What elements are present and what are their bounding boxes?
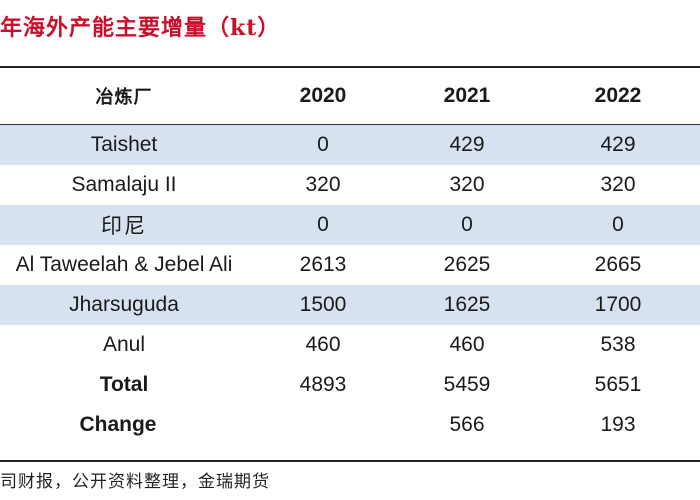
bottom-rule	[0, 460, 700, 462]
table-row: Taishet 0 429 429	[0, 124, 700, 165]
header-smelter: 冶炼厂	[0, 68, 248, 125]
cell-2022: 193	[600, 412, 636, 436]
cell-2020: 320	[305, 172, 341, 196]
row-label: 印尼	[0, 204, 248, 245]
table-row: Jharsuguda 1500 1625 1700	[0, 284, 700, 325]
cell-2020: 460	[305, 332, 341, 356]
cell-2022: 538	[600, 332, 636, 356]
table-row: Anul 460 460 538	[0, 325, 700, 365]
cell-2021: 460	[449, 332, 485, 356]
cell-2020: 1500	[248, 284, 398, 325]
source-note: 司财报，公开资料整理，金瑞期货	[0, 472, 270, 492]
header-row: 冶炼厂 2020 2021 2022	[0, 68, 700, 125]
header-2021: 2021	[398, 68, 536, 125]
cell-2021: 1625	[398, 284, 536, 325]
row-label: Al Taweelah & Jebel Ali	[15, 252, 233, 276]
cell-2022: 0	[536, 204, 700, 245]
cell-2021: 320	[449, 172, 485, 196]
cell-2022: 320	[600, 172, 636, 196]
top-rule	[0, 66, 700, 68]
table-row: Al Taweelah & Jebel Ali 2613 2625 2665	[0, 245, 700, 285]
cell-2020: 0	[248, 124, 398, 165]
capacity-table: 冶炼厂 2020 2021 2022 Taishet 0 429 429 Sam…	[0, 68, 700, 445]
row-label: Anul	[102, 332, 146, 356]
header-2022: 2022	[536, 68, 700, 125]
cell-2020	[248, 405, 398, 445]
cell-2020: 2613	[299, 252, 347, 276]
total-row: Total 4893 5459 5651	[0, 365, 700, 405]
header-2020: 2020	[248, 68, 398, 125]
cell-2020: 0	[248, 204, 398, 245]
cell-2022: 5651	[594, 372, 642, 396]
change-row: Change 566 193	[0, 405, 700, 445]
row-label: Jharsuguda	[0, 284, 248, 325]
row-label-change: Change	[79, 412, 157, 436]
cell-2022: 429	[536, 124, 700, 165]
row-label: Taishet	[0, 124, 248, 165]
row-label: Samalaju II	[71, 172, 177, 196]
table-row: Samalaju II 320 320 320	[0, 165, 700, 205]
cell-2020: 4893	[299, 372, 347, 396]
cell-2022: 1700	[536, 284, 700, 325]
table-title: 年海外产能主要增量（kt）	[0, 15, 281, 41]
cell-2022: 2665	[594, 252, 642, 276]
row-label-total: Total	[99, 372, 149, 396]
cell-2021: 429	[398, 124, 536, 165]
cell-2021: 5459	[443, 372, 491, 396]
table-row: 印尼 0 0 0	[0, 204, 700, 245]
cell-2021: 566	[449, 412, 485, 436]
cell-2021: 0	[398, 204, 536, 245]
cell-2021: 2625	[443, 252, 491, 276]
